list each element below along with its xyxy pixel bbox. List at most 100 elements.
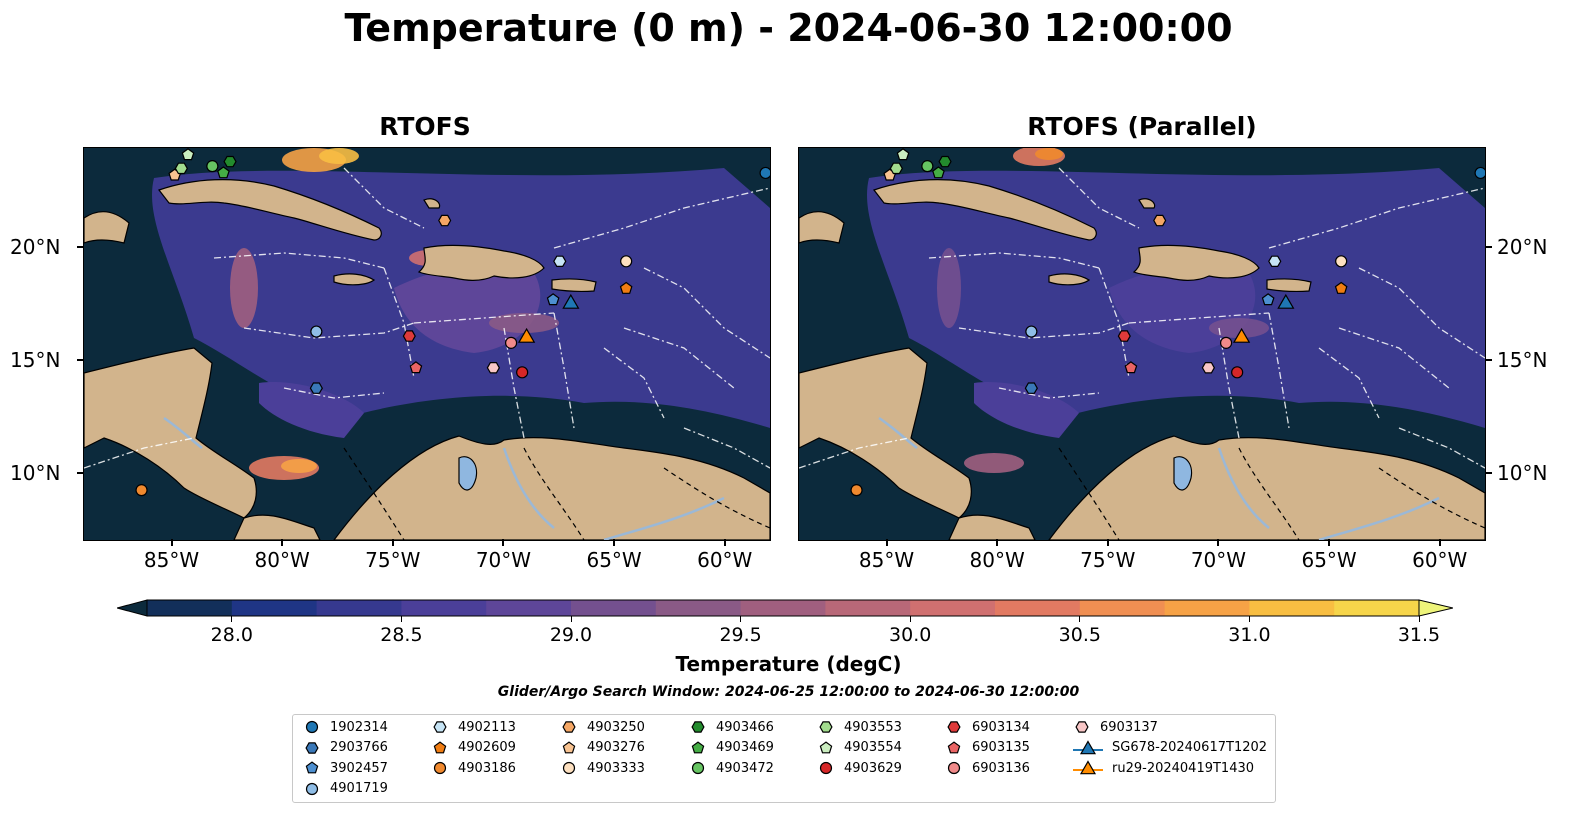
marker-SG678-20240617T1202[interactable] [562,293,580,309]
legend-marker-4903276[interactable] [562,740,576,753]
marker-2903766[interactable] [1024,382,1038,394]
legend-marker-4902113[interactable] [433,721,447,733]
eez-boundary-6 [1218,327,1240,439]
marker-4903250[interactable] [1153,214,1167,227]
river-0 [163,416,203,449]
circle-marker-icon [562,761,576,775]
marker-4903186[interactable] [135,484,148,497]
marker-4903469[interactable] [217,166,230,179]
marker-6903135[interactable] [409,361,423,374]
legend-marker-6903137[interactable] [1075,721,1089,733]
figure-title: Temperature (0 m) - 2024-06-30 12:00:00 [344,6,1233,50]
legend-marker-4903466[interactable] [691,721,705,733]
marker-6903135[interactable] [1124,361,1138,374]
left-lon-tick-label: 70°W [475,548,532,572]
legend-marker-6903134[interactable] [947,721,961,733]
search-window-caption: Glider/Argo Search Window: 2024-06-25 12… [497,684,1080,700]
legend-marker-4903554[interactable] [819,740,833,753]
country-border-2 [663,467,770,529]
warm-anomaly-4 [1209,318,1269,338]
circle-marker-icon [433,761,447,775]
legend-marker-6903135[interactable] [947,740,961,753]
marker-4902113[interactable] [1268,255,1282,268]
legend-marker-6903136[interactable] [947,761,961,775]
right-map-svg[interactable] [799,148,1485,540]
marker-4903333[interactable] [620,255,633,268]
legend-marker-SG678-20240617T1202[interactable] [1079,739,1097,754]
marker-6903137[interactable] [1201,362,1215,374]
country-border-0 [1058,447,1120,540]
marker-4902113[interactable] [553,255,567,268]
colorbar-tick-label: 28.5 [380,624,423,646]
marker-4903554[interactable] [896,148,910,161]
marker-1902314[interactable] [1474,166,1485,180]
eez-boundary-13 [603,347,665,419]
marker-6903137[interactable] [486,362,500,374]
legend-marker-4903629[interactable] [819,761,833,775]
left-lat-tick-mark [77,245,84,248]
legend-marker-4903469[interactable] [691,740,705,753]
legend-marker-4902609[interactable] [433,740,447,753]
marker-ru29-20240419T1430[interactable] [517,327,536,343]
marker-4903469[interactable] [932,166,945,179]
left-map-svg[interactable] [84,148,770,540]
marker-6903136[interactable] [504,336,518,349]
marker-4903250[interactable] [438,214,452,227]
marker-4903466[interactable] [223,155,237,168]
warm-anomaly-2 [964,453,1024,473]
eez-boundary-4 [1268,187,1485,249]
legend-item-6903135: 6903135 [945,739,1030,757]
legend-marker-1902314[interactable] [305,720,319,734]
marker-4902609[interactable] [1334,281,1348,294]
legend-marker-4903472[interactable] [691,761,705,775]
warm-anomaly-1 [319,148,359,164]
left-panel-title: RTOFS [379,112,471,141]
marker-4903629[interactable] [516,366,529,379]
marker-4903554[interactable] [181,148,195,161]
marker-3902457[interactable] [546,293,560,306]
marker-4903466[interactable] [938,155,952,168]
legend-marker-2903766[interactable] [305,741,319,754]
pentagon-marker-icon [947,740,961,753]
marker-2903766[interactable] [309,382,323,394]
marker-SG678-20240617T1202[interactable] [1277,293,1295,309]
river-0 [878,416,918,449]
left-map-panel[interactable] [83,147,771,541]
marker-1902314[interactable] [759,166,770,180]
marker-6903134[interactable] [1117,330,1131,342]
country-border-1 [1238,447,1300,540]
marker-4903553[interactable] [889,162,903,175]
marker-3902457[interactable] [1261,293,1275,306]
eez-boundary-13 [1318,347,1380,419]
legend-item-4903469: 4903469 [689,739,774,757]
legend-marker-3902457[interactable] [305,761,319,774]
marker-4903472[interactable] [206,160,219,173]
marker-ru29-20240419T1430[interactable] [1232,327,1251,343]
country-border-2 [1378,467,1485,529]
marker-4902609[interactable] [619,281,633,294]
left-lat-tick-mark [77,472,84,475]
right-map-panel[interactable] [798,147,1486,541]
marker-4901719[interactable] [1025,325,1038,338]
legend-label: 6903137 [1100,719,1158,735]
legend-marker-4903333[interactable] [562,761,576,775]
legend-marker-4903186[interactable] [433,761,447,775]
left-lon-tick-mark [613,539,616,546]
marker-6903134[interactable] [402,330,416,342]
legend-marker-4903250[interactable] [562,721,576,733]
legend-marker-4903553[interactable] [819,721,833,733]
marker-4903629[interactable] [1231,366,1244,379]
legend-marker-4901719[interactable] [305,782,319,795]
legend-marker-ru29-20240419T1430[interactable] [1079,760,1097,775]
marker-4901719[interactable] [310,325,323,338]
marker-4903553[interactable] [174,162,188,175]
marker-4903186[interactable] [850,484,863,497]
legend-item-ru29-20240419T1430: ru29-20240419T1430 [1073,759,1254,777]
marker-4903333[interactable] [1335,255,1348,268]
legend-label: 4903553 [844,719,902,735]
marker-4903472[interactable] [921,160,934,173]
jamaica-landmass [1048,273,1091,286]
eez-boundary-3 [413,312,555,324]
colorbar-tick-mark [570,616,572,622]
marker-6903136[interactable] [1219,336,1233,349]
